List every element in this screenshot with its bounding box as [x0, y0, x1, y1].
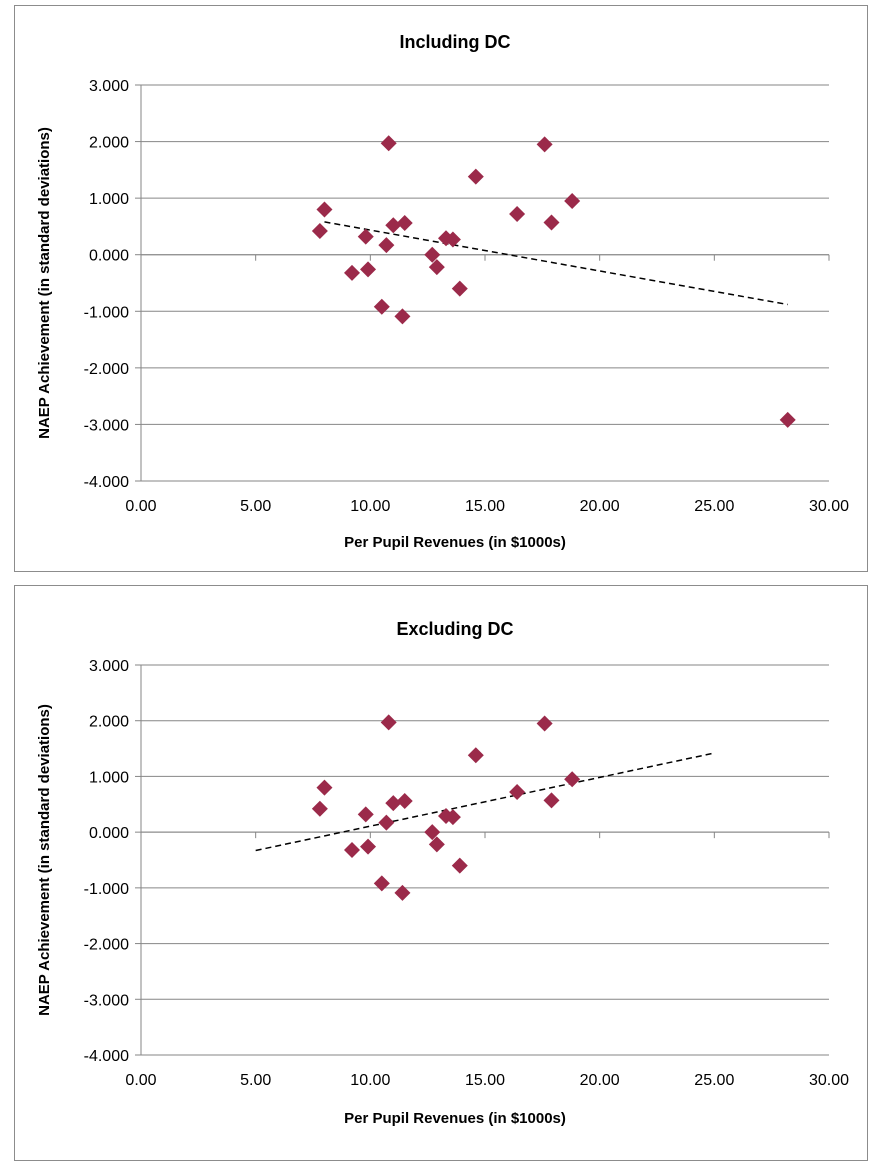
x-axis-title: Per Pupil Revenues (in $1000s) [344, 534, 566, 551]
data-point [564, 771, 581, 788]
data-point [385, 795, 402, 812]
y-axis-title: NAEP Achievement (in standard deviations… [36, 127, 53, 439]
data-point [509, 205, 526, 222]
x-tick-label: 20.00 [580, 498, 620, 515]
x-tick-label: 15.00 [465, 498, 505, 515]
data-point [444, 809, 461, 826]
chart-excluding-dc: Excluding DC 3.000 2.000 1.000 0.000 -1.000 -2… [14, 585, 868, 1161]
trendline [255, 752, 715, 852]
data-point [380, 714, 397, 731]
data-point [343, 264, 360, 281]
data-point [779, 411, 796, 428]
x-tick-label: 15.00 [465, 1072, 505, 1089]
chart-title: Excluding DC [396, 619, 513, 639]
x-tick-label: 25.00 [694, 1072, 734, 1089]
data-point [424, 246, 441, 263]
x-axis-title: Per Pupil Revenues (in $1000s) [344, 1110, 566, 1127]
y-tick-label: 1.000 [89, 769, 129, 786]
data-point [396, 215, 413, 232]
x-tick-label: 25.00 [694, 498, 734, 515]
data-point [509, 784, 526, 801]
data-point [451, 857, 468, 874]
y-tick-label: -4.000 [84, 1048, 129, 1065]
data-point [467, 168, 484, 185]
trendline [324, 221, 788, 306]
data-point [543, 214, 560, 231]
x-tick-label: 20.00 [580, 1072, 620, 1089]
data-point [396, 792, 413, 809]
y-tick-label: 1.000 [89, 191, 129, 208]
data-point [428, 259, 445, 276]
chart-excluding-dc-plot: Excluding DC 3.000 2.000 1.000 0.000 -1.000 -2… [36, 619, 849, 1127]
data-point [536, 715, 553, 732]
data-point [394, 308, 411, 325]
x-tick-label: 0.00 [125, 1072, 156, 1089]
data-point [316, 779, 333, 796]
y-tick-label: 2.000 [89, 135, 129, 152]
y-tick-label: 0.000 [89, 248, 129, 265]
data-point [373, 298, 390, 315]
chart-including-dc-plot: Including DC 3.000 2.000 1.000 0.000 -1.000 -2… [36, 32, 849, 551]
data-point [543, 792, 560, 809]
y-tick-label: -1.000 [84, 881, 129, 898]
data-point [311, 800, 328, 817]
data-point [360, 838, 377, 855]
x-tick-label: 10.00 [350, 498, 390, 515]
y-tick-label: -2.000 [84, 361, 129, 378]
data-point [444, 231, 461, 248]
y-tick-label: -3.000 [84, 417, 129, 434]
data-point [564, 192, 581, 209]
data-point [424, 824, 441, 841]
data-point [536, 136, 553, 153]
data-point [343, 841, 360, 858]
data-point [380, 135, 397, 152]
data-point [373, 875, 390, 892]
data-point [385, 217, 402, 234]
data-point [357, 806, 374, 823]
y-tick-label: 3.000 [89, 658, 129, 675]
data-point [428, 836, 445, 853]
y-tick-label: 3.000 [89, 78, 129, 95]
x-tick-label: 5.00 [240, 498, 271, 515]
y-tick-label: -4.000 [84, 474, 129, 491]
data-point [316, 201, 333, 218]
data-point [311, 222, 328, 239]
y-tick-label: 0.000 [89, 825, 129, 842]
y-tick-label: 2.000 [89, 714, 129, 731]
chart-including-dc: Including DC 3.000 2.000 1.000 0.000 -1.000 -2… [14, 5, 868, 572]
x-tick-label: 10.00 [350, 1072, 390, 1089]
y-axis-title: NAEP Achievement (in standard deviations… [36, 704, 53, 1016]
y-tick-label: -2.000 [84, 937, 129, 954]
data-point [378, 814, 395, 831]
y-tick-label: -3.000 [84, 992, 129, 1009]
data-point [360, 261, 377, 278]
x-tick-label: 30.00 [809, 498, 849, 515]
x-tick-label: 5.00 [240, 1072, 271, 1089]
data-point [467, 747, 484, 764]
x-tick-label: 0.00 [125, 498, 156, 515]
data-point [451, 280, 468, 297]
x-tick-label: 30.00 [809, 1072, 849, 1089]
data-point [357, 228, 374, 245]
y-tick-label: -1.000 [84, 304, 129, 321]
data-point [394, 884, 411, 901]
data-point [378, 237, 395, 254]
chart-title: Including DC [400, 32, 511, 52]
